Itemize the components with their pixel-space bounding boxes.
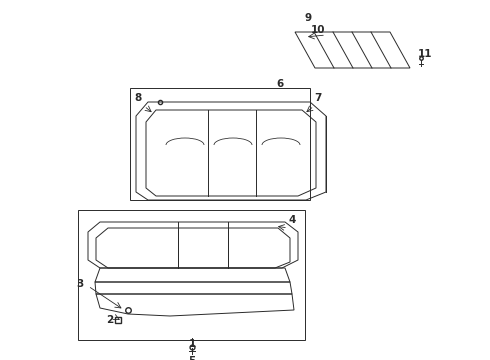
- Bar: [78, 210, 305, 340]
- Text: 1: 1: [188, 339, 196, 349]
- Text: 6: 6: [276, 79, 284, 89]
- Text: 3: 3: [76, 279, 84, 289]
- Bar: [130, 88, 310, 200]
- Text: 11: 11: [418, 49, 432, 59]
- Text: 2: 2: [106, 315, 114, 325]
- Text: 10: 10: [311, 25, 325, 35]
- Text: 4: 4: [288, 215, 295, 225]
- Text: 9: 9: [304, 13, 312, 23]
- Text: 8: 8: [134, 93, 142, 103]
- Text: 5: 5: [188, 356, 196, 360]
- Text: 7: 7: [314, 93, 322, 103]
